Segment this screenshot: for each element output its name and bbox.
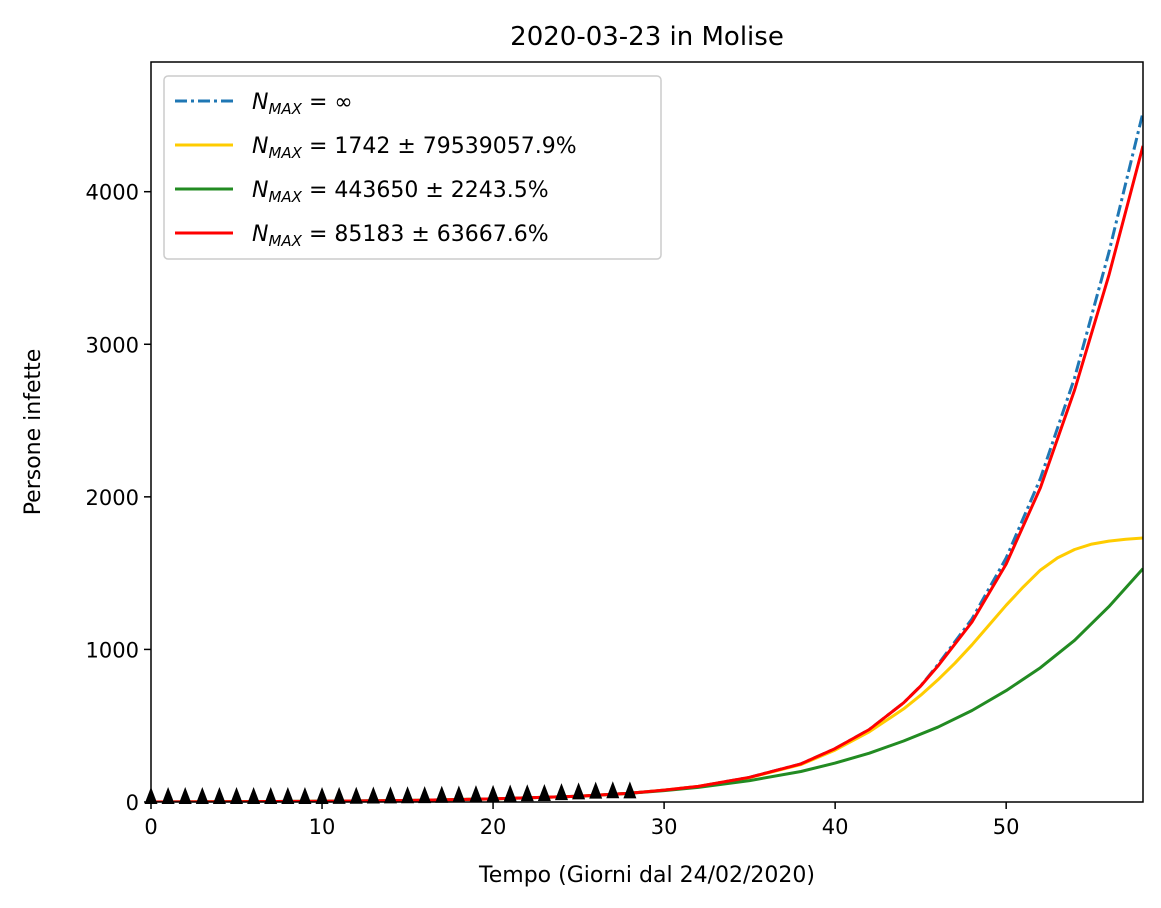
chart-title: 2020-03-23 in Molise [510,22,784,52]
x-axis-title: Tempo (Giorni dal 24/02/2020) [478,863,815,888]
observed-marker [383,786,397,804]
observed-marker [315,787,329,804]
y-tick-label: 4000 [86,181,139,205]
observed-marker [230,787,244,804]
y-tick-label: 1000 [86,638,139,662]
y-tick-label: 0 [126,791,139,815]
plot-frame [150,61,1144,803]
y-tick-label: 2000 [86,486,139,510]
series-line-4 [151,145,1143,802]
y-axis: 0 1000 2000 3000 4000 [86,181,151,815]
observed-marker [161,787,175,804]
legend-label-4: NMAX = 85183 ± 63667.6% [252,222,549,250]
y-tick-label: 3000 [86,333,139,357]
observed-marker [554,783,568,801]
observed-marker [572,782,586,800]
legend-label-1: NMAX = ∞ [252,90,353,118]
observed-marker [520,784,534,802]
x-tick-label: 10 [309,815,336,839]
observed-marker [469,785,483,803]
observed-marker [623,781,637,799]
y-axis-title: Persone infette [21,349,46,516]
observed-marker [589,781,603,799]
observed-marker [178,787,192,804]
legend-box [163,75,662,260]
observed-marker [264,787,278,804]
observed-marker [401,786,415,804]
x-tick-label: 40 [822,815,849,839]
x-tick-label: 50 [993,815,1020,839]
observed-marker [418,786,432,804]
legend: NMAX = ∞ NMAX = 1742 ± 79539057.9% NMAX = … [163,75,662,260]
observed-marker [503,784,517,802]
observed-marker [332,786,346,804]
observed-marker [486,784,500,802]
observed-marker [349,786,363,804]
observed-marker [606,781,620,799]
observed-marker [537,783,551,801]
observed-marker [366,786,380,804]
observed-marker [195,787,209,804]
observed-marker [212,787,226,804]
legend-label-3: NMAX = 443650 ± 2243.5% [252,178,549,206]
x-tick-label: 30 [651,815,678,839]
observed-marker [435,785,449,803]
x-tick-label: 20 [480,815,507,839]
observed-marker [281,787,295,804]
observed-marker [452,785,466,803]
x-tick-label: 0 [144,815,157,839]
observed-marker [247,787,261,804]
observed-markers [144,781,637,804]
observed-marker [298,787,312,804]
x-axis: 0 10 20 30 40 50 [144,802,1020,839]
series-layer [151,112,1143,802]
legend-label-2: NMAX = 1742 ± 79539057.9% [252,134,577,162]
